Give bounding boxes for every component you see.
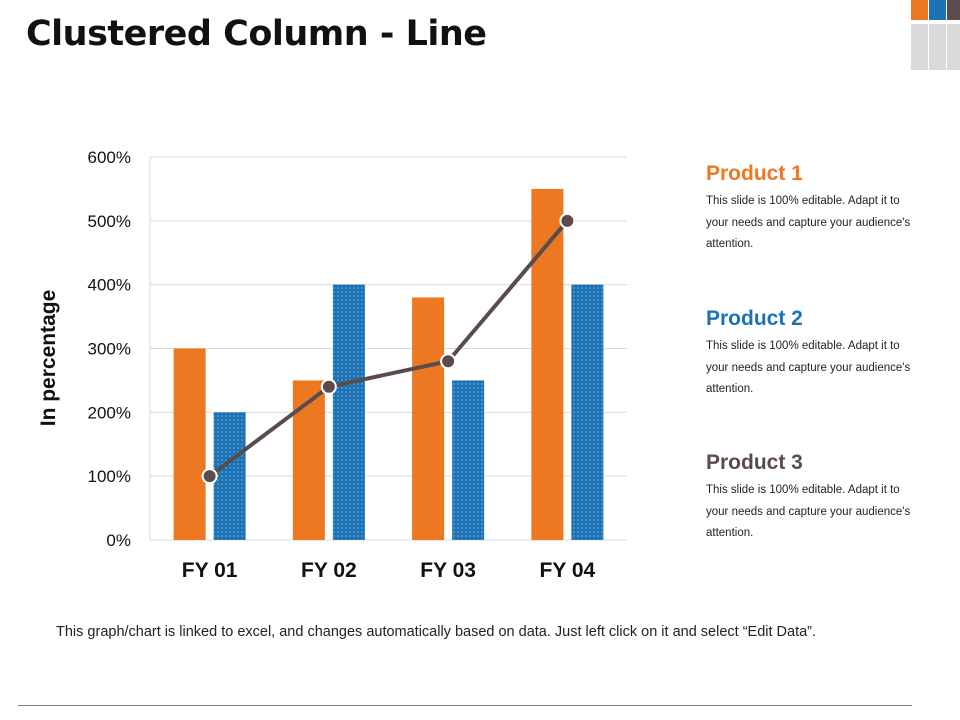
x-tick-label: FY 02 bbox=[301, 559, 357, 582]
chart: 0% 100% 200% 300% 400% 500% 600% FY 01 FY 02 FY 0… bbox=[37, 148, 627, 582]
legend-description-line: This slide is 100% editable. Adapt it to bbox=[706, 484, 900, 496]
bar-product-2 bbox=[213, 412, 246, 540]
deco-stripe-grey bbox=[929, 24, 946, 70]
legend-description-line: attention. bbox=[706, 383, 754, 395]
x-tick-label: FY 01 bbox=[182, 559, 238, 582]
line-product-3 bbox=[208, 219, 569, 478]
y-tick-label: 200% bbox=[88, 403, 131, 422]
legend-description-line: This slide is 100% editable. Adapt it to bbox=[706, 195, 900, 207]
legend-item-product-2: Product 2 This slide is 100% editable. Ad… bbox=[706, 307, 936, 401]
legend-description: This slide is 100% editable. Adapt it to… bbox=[706, 480, 936, 545]
page-title: Clustered Column - Line bbox=[26, 14, 487, 54]
bar-product-2 bbox=[452, 380, 485, 540]
deco-stripe-dark bbox=[947, 0, 960, 20]
legend-title: Product 1 bbox=[706, 162, 803, 185]
footnote: This graph/chart is linked to excel, and… bbox=[56, 624, 817, 640]
legend-description-line: This slide is 100% editable. Adapt it to bbox=[706, 340, 900, 352]
point-product-3 bbox=[440, 353, 457, 370]
y-tick-label: 0% bbox=[106, 531, 131, 550]
deco-stripe-grey bbox=[911, 24, 928, 70]
point-product-3 bbox=[320, 378, 337, 395]
y-tick-label: 100% bbox=[88, 467, 131, 486]
legend-description-line: your needs and capture your audience's bbox=[706, 505, 911, 518]
legend-description-line: your needs and capture your audience's bbox=[706, 361, 911, 374]
bar-layer bbox=[173, 188, 604, 540]
deco-stripe-grey bbox=[947, 24, 960, 70]
legend-description-line: attention. bbox=[706, 527, 754, 539]
point-product-3 bbox=[201, 468, 218, 485]
legend-description: This slide is 100% editable. Adapt it to… bbox=[706, 336, 936, 401]
y-tick-label: 400% bbox=[88, 276, 131, 295]
bar-product-1 bbox=[173, 348, 206, 540]
axis-layer: 0% 100% 200% 300% 400% 500% 600% FY 01 FY 02 FY 0… bbox=[88, 148, 596, 582]
bar-product-2 bbox=[332, 284, 365, 540]
legend-item-product-1: Product 1 This slide is 100% editable. Ad… bbox=[706, 162, 936, 256]
y-tick-label: 500% bbox=[88, 212, 131, 231]
legend-description-line: attention. bbox=[706, 238, 754, 250]
y-tick-label: 600% bbox=[88, 148, 131, 167]
x-tick-label: FY 04 bbox=[540, 559, 596, 582]
bottom-divider bbox=[18, 705, 912, 706]
bar-product-1 bbox=[292, 380, 325, 540]
x-tick-label: FY 03 bbox=[420, 559, 476, 582]
legend-item-product-3: Product 3 This slide is 100% editable. Ad… bbox=[706, 451, 936, 545]
deco-stripe-blue bbox=[929, 0, 946, 20]
y-axis-label: In percentage bbox=[37, 290, 60, 427]
bar-product-2 bbox=[571, 284, 604, 540]
point-product-3 bbox=[559, 212, 576, 229]
deco-stripe-orange bbox=[911, 0, 928, 20]
y-tick-label: 300% bbox=[88, 340, 131, 359]
legend-title: Product 2 bbox=[706, 307, 803, 330]
line-layer bbox=[201, 212, 576, 485]
legend-description-line: your needs and capture your audience's bbox=[706, 216, 911, 229]
bar-product-1 bbox=[412, 297, 445, 540]
legend-title: Product 3 bbox=[706, 451, 803, 474]
legend-description: This slide is 100% editable. Adapt it to… bbox=[706, 191, 936, 256]
